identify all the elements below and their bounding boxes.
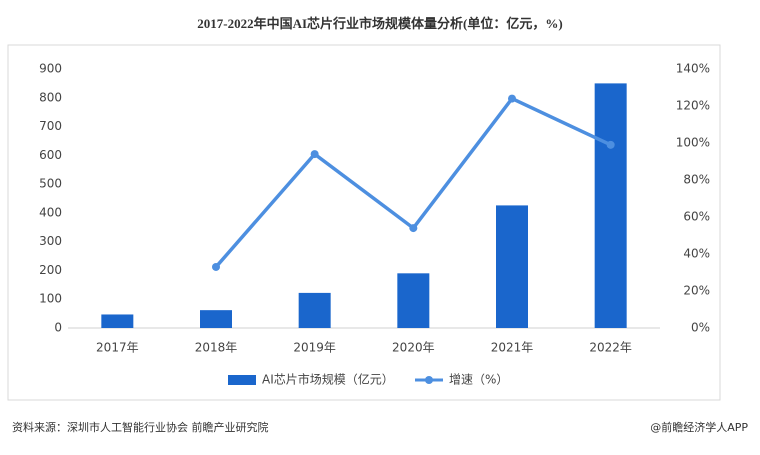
y-tick-label: 700: [39, 119, 62, 133]
y-tick-label: 400: [39, 205, 62, 219]
chart-frame: [7, 44, 721, 401]
x-tick-label: 2019年: [293, 341, 336, 355]
marker: [508, 94, 516, 103]
legend-swatch: [228, 375, 256, 385]
credit: @前瞻经济学人APP: [650, 420, 748, 434]
y-tick-label: 900: [39, 62, 62, 76]
y2-tick-label: 20%: [683, 284, 710, 298]
y-tick-label: 500: [39, 177, 62, 191]
bar: [397, 273, 430, 328]
bar: [200, 310, 232, 328]
y2-tick-label: 140%: [676, 62, 710, 76]
line: [214, 96, 612, 269]
legend-label: 增速（%）: [449, 373, 508, 387]
chart-title: 2017-2022年中国AI芯片行业市场规模体量分析(单位：亿元，%): [197, 16, 562, 31]
x-tick-label: 2020年: [392, 341, 435, 355]
legend-label: AI芯片市场规模（亿元）: [262, 372, 394, 387]
y-tick-label: 0: [54, 321, 62, 335]
x-tick-label: 2017年: [96, 341, 139, 355]
marker: [409, 224, 418, 233]
marker: [310, 150, 319, 159]
bar: [594, 83, 627, 328]
marker: [212, 262, 220, 271]
bar: [496, 205, 528, 328]
y-tick-label: 200: [39, 263, 62, 277]
y-tick-label: 800: [39, 90, 62, 104]
y2-tick-label: 0%: [691, 321, 710, 335]
y-tick-label: 600: [39, 148, 62, 162]
y-tick-label: 100: [39, 292, 62, 306]
y2-tick-label: 120%: [676, 99, 710, 113]
y2-tick-label: 60%: [683, 210, 710, 224]
marker: [606, 140, 615, 149]
y2-tick-label: 100%: [676, 136, 710, 150]
y2-tick-label: 80%: [683, 173, 710, 187]
x-tick-label: 2018年: [195, 341, 238, 355]
legend-swatch: [425, 376, 433, 384]
bar: [101, 314, 134, 328]
y-tick-label: 300: [39, 234, 62, 248]
y2-tick-label: 40%: [683, 247, 710, 261]
source: 资料来源：深圳市人工智能行业协会 前瞻产业研究院: [12, 420, 269, 434]
x-tick-label: 2021年: [491, 341, 534, 355]
x-tick-label: 2022年: [589, 341, 632, 355]
bar: [298, 292, 331, 328]
